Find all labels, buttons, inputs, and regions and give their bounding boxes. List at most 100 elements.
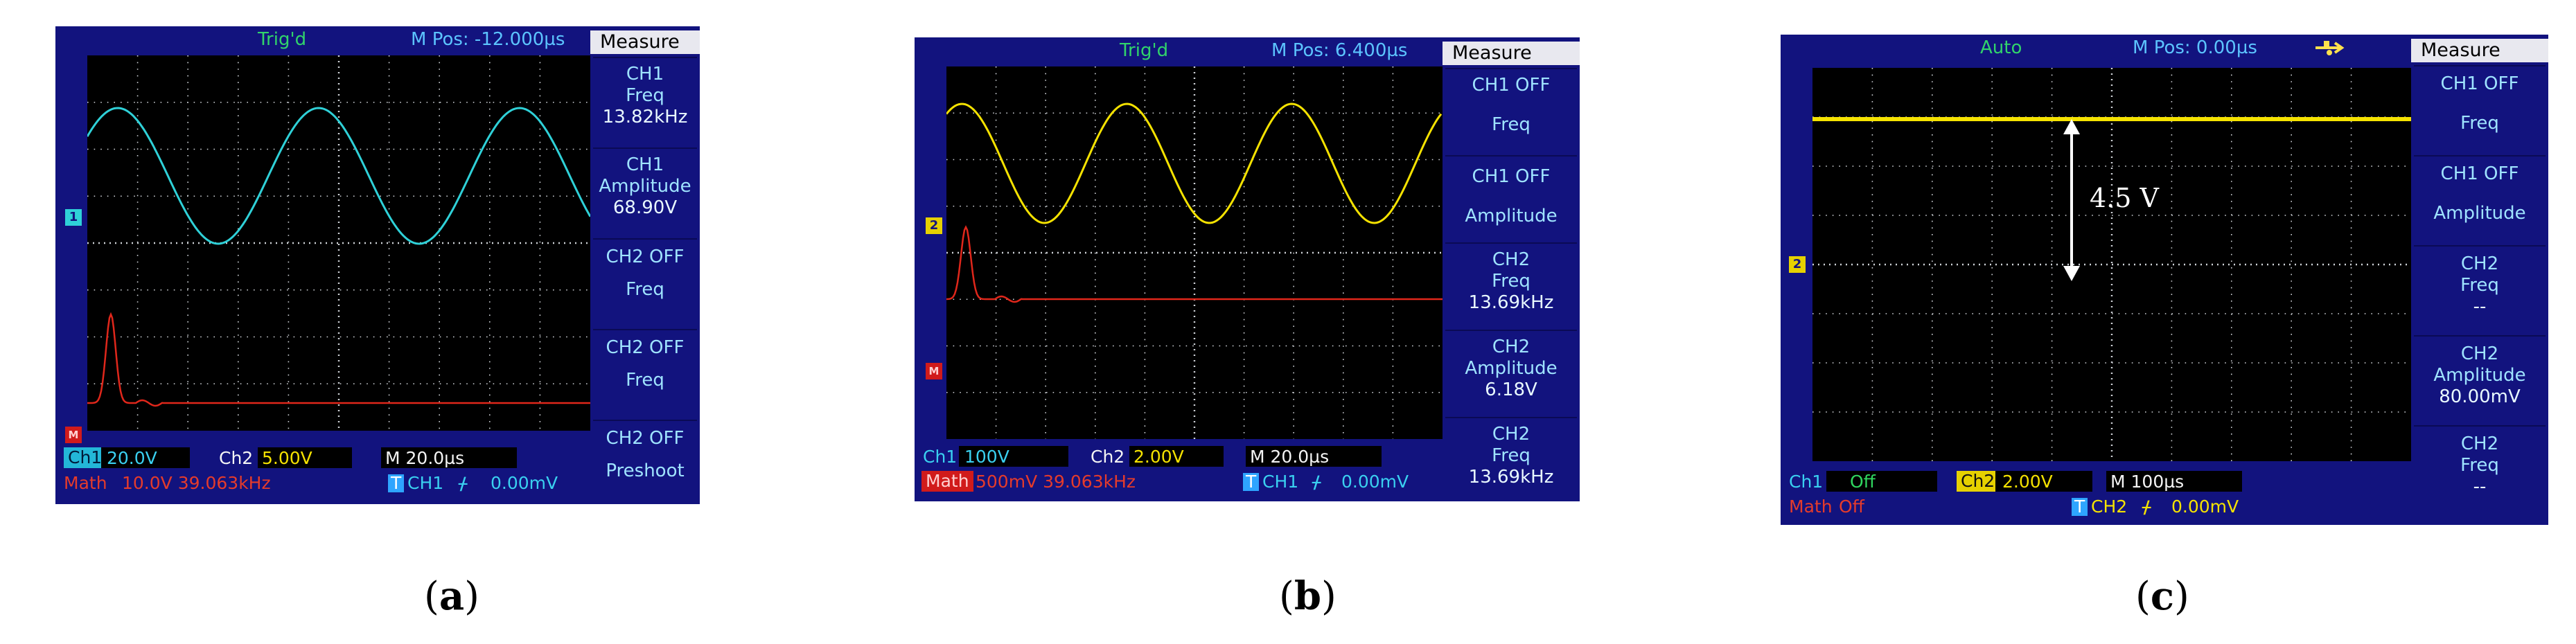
trigger-status: Auto [1980, 37, 2022, 58]
slot-type: Freq [626, 279, 664, 300]
waveform-display [87, 55, 590, 431]
math-scale: 500mV 39.063kHz [976, 472, 1136, 492]
top-status-bar: Auto M Pos: 0.00µs [1781, 35, 2548, 64]
slot-type: Freq [1492, 445, 1530, 466]
slot-source: CH2 [1492, 337, 1530, 357]
measure-title[interactable]: Measure [2411, 39, 2548, 62]
slot-source: CH2 [2460, 343, 2499, 364]
graticule [87, 55, 590, 431]
m-pos-readout: M Pos: 0.00µs [2133, 37, 2257, 58]
measure-slot-3[interactable]: CH2 Freq 13.69kHz [1445, 242, 1577, 332]
trigger-edge-icon: ᚋ [459, 473, 468, 493]
trigger-level: 0.00mV [1341, 472, 1409, 492]
amplitude-label: 4.5 V [2090, 183, 2159, 213]
measure-slot-2[interactable]: CH1 Amplitude 68.90V [593, 147, 697, 240]
slot-source: CH1 [626, 64, 664, 84]
slot-source: CH2 [2460, 433, 2499, 454]
timebase: M 20.0µs [1246, 446, 1382, 467]
waveform-display [1812, 68, 2411, 461]
measure-slot-5[interactable]: CH2 OFF Preshoot [593, 420, 697, 504]
measure-slot-2[interactable]: CH1 OFF Amplitude [2414, 155, 2546, 249]
slot-type: Freq [2460, 275, 2499, 296]
measure-slot-2[interactable]: CH1 OFF Amplitude [1445, 155, 1577, 249]
slot-type: Amplitude [2433, 365, 2526, 386]
ch2-label[interactable]: Ch2 [1957, 471, 2000, 492]
slot-type: Freq [626, 370, 664, 391]
math-label[interactable]: Math [921, 471, 973, 492]
measure-slot-1[interactable]: CH1 OFF Freq [1445, 68, 1577, 158]
slot-source: CH2 [1492, 424, 1530, 445]
ch2-marker: 2 [1789, 256, 1806, 273]
trigger-status: Trig'd [258, 29, 307, 50]
measure-title[interactable]: Measure [590, 30, 700, 54]
ch1-scale: Off [1826, 471, 1937, 492]
slot-type: Freq [626, 85, 664, 106]
caption-c: (c) [2135, 573, 2189, 619]
ch1-scale: 100V [959, 446, 1068, 467]
slot-value: 13.82kHz [602, 107, 688, 127]
slot-source: CH1 OFF [1472, 166, 1551, 187]
top-status-bar: Trig'd M Pos: -12.000µs [55, 26, 700, 55]
ch2-scale: 2.00V [1995, 471, 2092, 492]
graticule [1812, 68, 2411, 461]
measure-slot-4[interactable]: CH2 Amplitude 6.18V [1445, 330, 1577, 420]
trigger-source: CH1 [1262, 472, 1299, 492]
slot-type: Amplitude [599, 176, 691, 197]
slot-type: Amplitude [2433, 203, 2526, 224]
math-fft-trace [87, 312, 590, 407]
trigger-icon: T [2072, 498, 2088, 516]
measure-slot-4[interactable]: CH2 Amplitude 80.00mV [2414, 335, 2546, 429]
measure-slot-4[interactable]: CH2 OFF Freq [593, 329, 697, 423]
ch2-label[interactable]: Ch2 [219, 448, 254, 468]
measure-menu: Measure CH1 OFF Freq CH1 OFF Amplitude C… [1443, 37, 1580, 501]
math-fft-trace [946, 225, 1443, 303]
math-label[interactable]: Math [1789, 497, 1833, 517]
slot-type: Freq [2460, 113, 2499, 134]
slot-value: 80.00mV [2439, 386, 2521, 407]
measure-slot-5[interactable]: CH2 Freq 13.69kHz [1445, 417, 1577, 501]
double-arrow-icon [2063, 119, 2080, 281]
ch1-label[interactable]: Ch1 [64, 447, 107, 468]
slot-source: CH2 [1492, 249, 1530, 270]
ch2-scale: 5.00V [258, 447, 352, 468]
caption-a: (a) [424, 573, 480, 619]
measure-title[interactable]: Measure [1443, 42, 1580, 65]
channel-status-bar: Ch1 Off Ch2 2.00V M 100µs Math Off T CH2… [1781, 468, 2411, 524]
slot-source: CH1 OFF [2440, 163, 2519, 184]
ch1-label[interactable]: Ch1 [923, 447, 958, 467]
measure-menu: Measure CH1 OFF Freq CH1 OFF Amplitude C… [2411, 35, 2548, 525]
oscilloscope-panel-c: Auto M Pos: 0.00µs 2 Measure CH1 OFF Fre… [1781, 35, 2548, 525]
ch2-scale: 2.00V [1129, 446, 1224, 467]
slot-type: Preshoot [606, 460, 685, 481]
measure-menu: Measure CH1 Freq 13.82kHz CH1 Amplitude … [590, 26, 700, 504]
ch1-marker: 1 [65, 209, 82, 226]
slot-source: CH2 OFF [606, 428, 685, 449]
math-label[interactable]: Math [64, 473, 107, 493]
amplitude-annotation: 4.5 V [2058, 118, 2159, 283]
waveform-display [946, 66, 1443, 439]
ch2-marker: 2 [926, 217, 942, 234]
measure-slot-3[interactable]: CH2 OFF Freq [593, 238, 697, 332]
ch2-label[interactable]: Ch2 [1091, 447, 1125, 467]
slot-value: 13.69kHz [1468, 467, 1554, 488]
slot-value: 68.90V [612, 197, 678, 218]
trigger-level: 0.00mV [491, 473, 558, 493]
m-pos-readout: M Pos: 6.400µs [1271, 40, 1408, 61]
slot-type: Freq [2460, 455, 2499, 476]
channel-status-bar: Ch1 100V Ch2 2.00V M 20.0µs Math 500mV 3… [915, 443, 1443, 499]
trigger-source: CH2 [2091, 497, 2128, 517]
measure-slot-3[interactable]: CH2 Freq -- [2414, 245, 2546, 339]
oscilloscope-panel-b: Trig'd M Pos: 6.400µs 2 M Measure CH1 OF… [915, 37, 1580, 501]
slot-source: CH1 OFF [2440, 73, 2519, 94]
trigger-level: 0.00mV [2171, 497, 2239, 517]
ch1-scale: 20.0V [101, 447, 190, 468]
measure-slot-5[interactable]: CH2 Freq -- [2414, 425, 2546, 525]
timebase: M 20.0µs [381, 447, 517, 468]
measure-slot-1[interactable]: CH1 Freq 13.82kHz [593, 57, 697, 150]
ch1-label[interactable]: Ch1 [1789, 472, 1824, 492]
slot-value: -- [2473, 476, 2487, 497]
ch2-waveform [946, 102, 1443, 224]
slot-source: CH2 OFF [606, 337, 685, 358]
slot-source: CH1 OFF [1472, 75, 1551, 96]
measure-slot-1[interactable]: CH1 OFF Freq [2414, 65, 2546, 159]
